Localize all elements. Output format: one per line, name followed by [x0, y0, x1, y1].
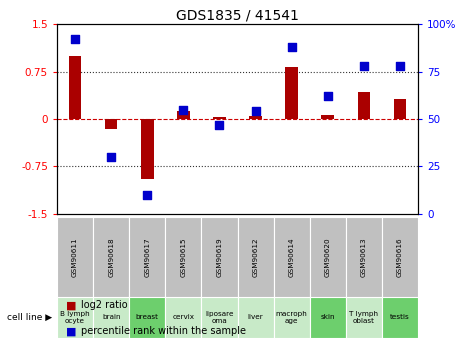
- Bar: [165, 217, 201, 297]
- Bar: [358, 92, 370, 119]
- Point: [252, 109, 259, 114]
- Bar: [310, 217, 346, 297]
- Point: [180, 107, 187, 112]
- Text: GSM90619: GSM90619: [217, 237, 222, 277]
- Title: GDS1835 / 41541: GDS1835 / 41541: [176, 9, 299, 23]
- Text: ■: ■: [66, 300, 80, 310]
- Text: liposare
oma: liposare oma: [205, 311, 234, 324]
- Bar: [93, 297, 129, 338]
- Bar: [129, 297, 165, 338]
- Bar: [201, 217, 238, 297]
- Bar: [249, 116, 262, 119]
- Text: GSM90618: GSM90618: [108, 237, 114, 277]
- Text: GSM90617: GSM90617: [144, 237, 150, 277]
- Text: cell line ▶: cell line ▶: [7, 313, 52, 322]
- Bar: [394, 99, 406, 119]
- Point: [143, 192, 151, 198]
- Bar: [165, 297, 201, 338]
- Point: [360, 63, 368, 69]
- Text: liver: liver: [247, 314, 264, 321]
- Bar: [346, 217, 382, 297]
- Text: brain: brain: [102, 314, 120, 321]
- Bar: [274, 297, 310, 338]
- Bar: [238, 297, 274, 338]
- Point: [396, 63, 404, 69]
- Text: GSM90616: GSM90616: [397, 237, 403, 277]
- Text: cervix: cervix: [172, 314, 194, 321]
- Point: [71, 37, 79, 42]
- Text: skin: skin: [321, 314, 335, 321]
- Text: T lymph
oblast: T lymph oblast: [349, 311, 379, 324]
- Bar: [346, 297, 382, 338]
- Text: GSM90614: GSM90614: [289, 237, 294, 277]
- Text: ■: ■: [66, 326, 80, 336]
- Bar: [93, 217, 129, 297]
- Bar: [382, 217, 418, 297]
- Bar: [382, 297, 418, 338]
- Point: [324, 93, 332, 99]
- Bar: [322, 115, 334, 119]
- Bar: [57, 217, 93, 297]
- Bar: [141, 119, 153, 179]
- Bar: [57, 297, 93, 338]
- Text: testis: testis: [390, 314, 410, 321]
- Bar: [213, 117, 226, 119]
- Text: B lymph
ocyte: B lymph ocyte: [60, 311, 90, 324]
- Text: GSM90611: GSM90611: [72, 237, 78, 277]
- Text: GSM90612: GSM90612: [253, 237, 258, 277]
- Bar: [238, 217, 274, 297]
- Bar: [105, 119, 117, 128]
- Text: breast: breast: [136, 314, 159, 321]
- Text: macroph
age: macroph age: [276, 311, 307, 324]
- Point: [216, 122, 223, 127]
- Point: [288, 44, 295, 50]
- Point: [107, 154, 115, 160]
- Bar: [285, 67, 298, 119]
- Text: GSM90620: GSM90620: [325, 237, 331, 277]
- Text: GSM90613: GSM90613: [361, 237, 367, 277]
- Bar: [274, 217, 310, 297]
- Bar: [129, 217, 165, 297]
- Bar: [310, 297, 346, 338]
- Bar: [177, 111, 190, 119]
- Bar: [201, 297, 238, 338]
- Text: log2 ratio: log2 ratio: [81, 300, 127, 310]
- Bar: [69, 56, 81, 119]
- Text: percentile rank within the sample: percentile rank within the sample: [81, 326, 246, 336]
- Text: GSM90615: GSM90615: [180, 237, 186, 277]
